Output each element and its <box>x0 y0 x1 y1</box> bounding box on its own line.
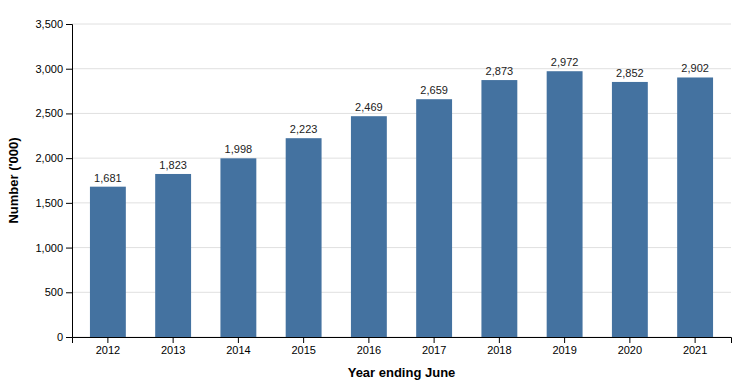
data-label: 1,998 <box>225 143 253 155</box>
x-tick-label: 2016 <box>357 344 381 356</box>
y-tick-label: 2,500 <box>35 107 63 119</box>
x-tick-label: 2013 <box>161 344 185 356</box>
x-tick-mark <box>695 337 696 343</box>
x-tick-label: 2021 <box>683 344 707 356</box>
x-tick: 2015 <box>291 337 315 356</box>
bar <box>90 187 126 337</box>
x-tick-label: 2015 <box>291 344 315 356</box>
y-tick-label: 1,500 <box>35 197 63 209</box>
y-tick: 1,000 <box>35 242 72 254</box>
bar <box>416 99 452 337</box>
x-tick-mark <box>107 337 108 343</box>
data-label: 2,902 <box>681 62 709 74</box>
data-label: 2,659 <box>420 84 448 96</box>
y-tick-mark <box>66 69 72 70</box>
y-tick: 2,500 <box>35 107 72 119</box>
x-tick-mark <box>173 337 174 343</box>
bar <box>677 77 713 337</box>
x-tick-label: 2019 <box>552 344 576 356</box>
bar <box>286 138 322 337</box>
bar <box>612 82 648 337</box>
y-tick-mark <box>66 292 72 293</box>
data-label: 2,469 <box>355 101 383 113</box>
data-labels: 1,681 1,823 1,998 2,223 2,469 2,659 2,873 2,972… <box>94 56 709 183</box>
data-label: 2,873 <box>486 65 514 77</box>
y-tick: 2,000 <box>35 152 72 164</box>
x-tick: 2017 <box>422 337 446 356</box>
data-label: 2,223 <box>290 123 318 135</box>
y-tick: 3,000 <box>35 63 72 75</box>
x-tick: 2021 <box>683 337 707 356</box>
x-tick-label: 2012 <box>96 344 120 356</box>
x-axis: 2012 2013 2014 2015 2016 2017 2018 2019 2020 2021 <box>73 337 732 356</box>
data-label: 1,681 <box>94 172 122 184</box>
y-tick-label: 500 <box>45 286 63 298</box>
x-tick: 2012 <box>96 337 120 356</box>
bar <box>155 174 191 337</box>
y-tick: 3,500 <box>35 18 72 30</box>
data-label: 2,972 <box>551 56 579 68</box>
y-tick-mark <box>66 113 72 114</box>
y-tick-label: 1,000 <box>35 242 63 254</box>
x-tick-mark <box>238 337 239 343</box>
y-tick-mark <box>66 24 72 25</box>
y-tick-mark <box>66 158 72 159</box>
x-tick-mark <box>564 337 565 343</box>
plot: 1,681 1,823 1,998 2,223 2,469 2,659 2,873 2,972… <box>35 18 731 356</box>
x-tick-mark <box>499 337 500 343</box>
y-tick-label: 0 <box>57 331 63 343</box>
y-tick: 0 <box>57 331 72 343</box>
x-tick-mark <box>434 337 435 343</box>
y-axis: 0 500 1,000 1,500 2,000 2,500 3,000 3,500 <box>35 18 72 343</box>
x-tick-label: 2014 <box>226 344 250 356</box>
x-tick-mark <box>629 337 630 343</box>
y-axis-line <box>66 25 73 338</box>
y-tick-mark <box>66 248 72 249</box>
x-tick-label: 2020 <box>618 344 642 356</box>
y-tick: 500 <box>45 286 72 298</box>
y-tick-label: 3,500 <box>35 18 63 30</box>
y-tick-label: 2,000 <box>35 152 63 164</box>
grid <box>72 24 731 337</box>
grid-line <box>72 24 731 25</box>
y-tick-mark <box>66 203 72 204</box>
x-tick: 2018 <box>487 337 511 356</box>
data-label: 1,823 <box>159 159 187 171</box>
y-tick: 1,500 <box>35 197 72 209</box>
data-label: 2,852 <box>616 67 644 79</box>
x-tick-mark <box>368 337 369 343</box>
bar <box>481 80 517 337</box>
bar <box>351 116 387 337</box>
x-tick: 2014 <box>226 337 250 356</box>
x-tick: 2016 <box>357 337 381 356</box>
x-tick-label: 2017 <box>422 344 446 356</box>
y-tick-mark <box>66 337 72 338</box>
bar <box>220 158 256 337</box>
bar <box>547 71 583 337</box>
x-axis-line <box>73 338 732 344</box>
x-tick: 2019 <box>552 337 576 356</box>
y-tick-label: 3,000 <box>35 63 63 75</box>
bars <box>90 71 713 337</box>
x-axis-title: Year ending June <box>348 365 456 380</box>
x-tick: 2020 <box>618 337 642 356</box>
x-tick-mark <box>303 337 304 343</box>
x-tick: 2013 <box>161 337 185 356</box>
y-axis-title: Number ('000) <box>6 137 21 223</box>
x-tick-label: 2018 <box>487 344 511 356</box>
chart: 1,681 1,823 1,998 2,223 2,469 2,659 2,873 2,972… <box>0 0 753 389</box>
